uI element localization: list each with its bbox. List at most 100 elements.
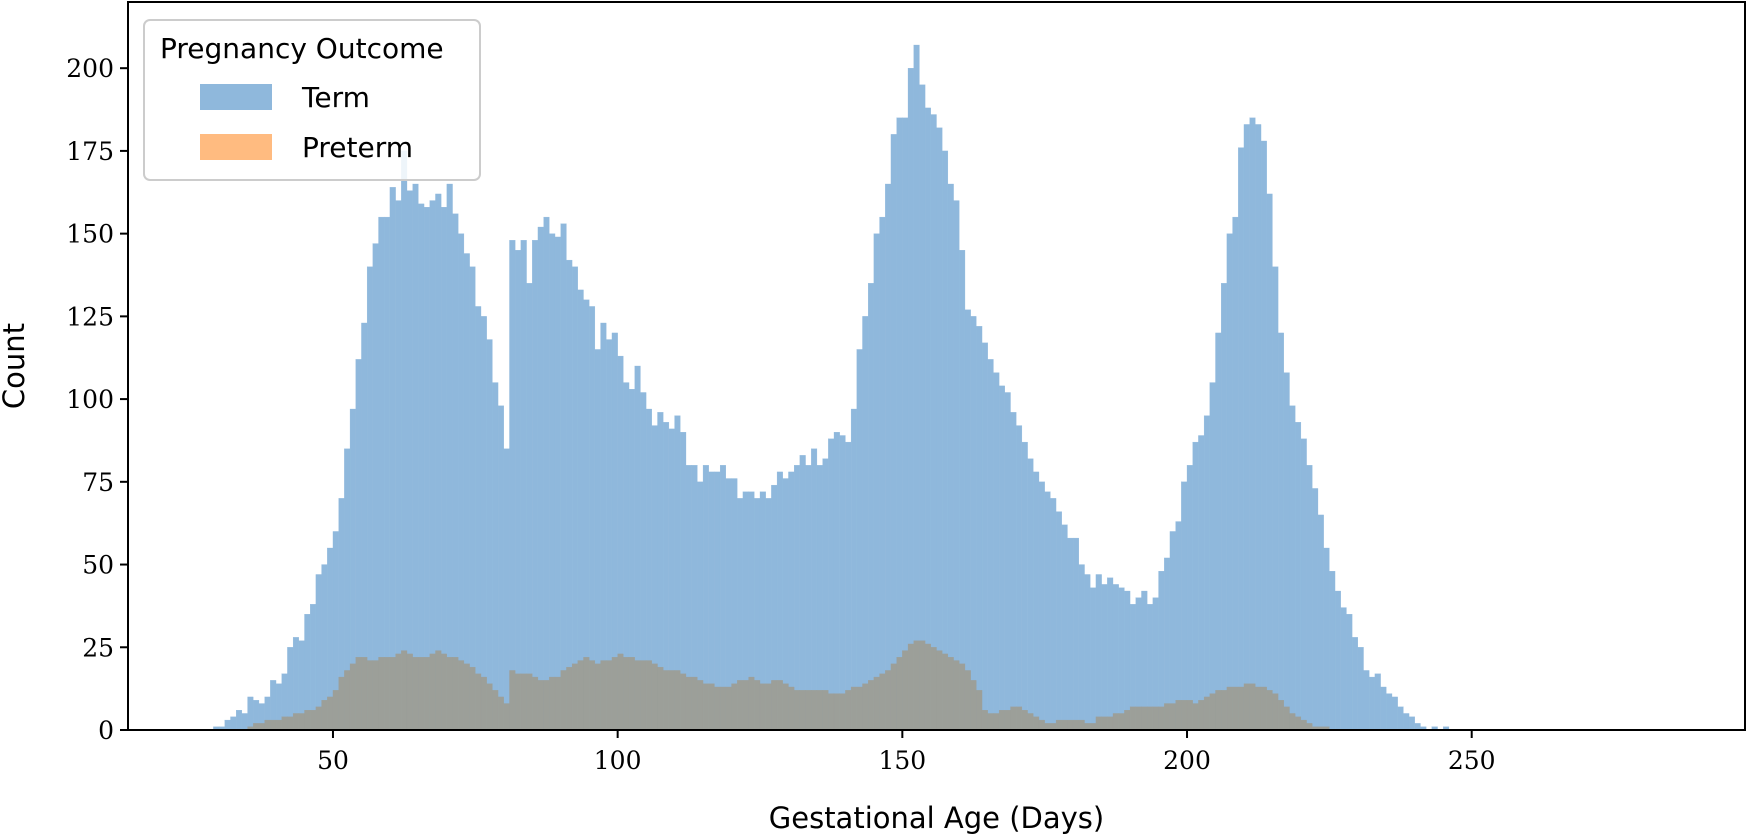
term-bar	[1118, 587, 1125, 731]
term-bar	[896, 117, 903, 731]
preterm-bar	[327, 696, 334, 731]
term-bar	[458, 233, 465, 731]
preterm-bar	[520, 673, 527, 731]
term-bar	[850, 408, 857, 731]
preterm-bar	[811, 690, 818, 731]
term-bar	[543, 216, 550, 731]
term-bar	[1283, 372, 1290, 731]
term-bar	[475, 306, 482, 731]
preterm-bar	[748, 676, 755, 731]
preterm-bar	[423, 657, 430, 731]
term-bar	[440, 207, 447, 731]
preterm-bar	[993, 713, 1000, 731]
term-bar	[868, 283, 875, 731]
preterm-bar	[440, 653, 447, 731]
term-bar	[1306, 465, 1313, 731]
preterm-bar	[839, 693, 846, 731]
term-series-bars	[213, 44, 1450, 731]
term-bar	[885, 183, 892, 731]
term-bar	[1107, 577, 1114, 731]
term-bar	[395, 200, 402, 731]
preterm-bar	[497, 696, 504, 731]
preterm-bar	[560, 670, 567, 731]
term-bar	[1016, 425, 1023, 731]
term-bar	[1112, 584, 1119, 731]
preterm-bar	[959, 663, 966, 731]
preterm-bar	[697, 680, 704, 731]
term-bar	[913, 44, 920, 731]
preterm-bar	[942, 653, 949, 731]
x-axis: 50 100 150 200 250	[317, 730, 1496, 775]
preterm-bar	[1078, 719, 1085, 731]
y-tick-label: 125	[66, 302, 114, 331]
preterm-bar	[645, 660, 652, 731]
preterm-bar	[571, 663, 578, 731]
preterm-bar	[964, 670, 971, 731]
preterm-bar	[714, 686, 721, 731]
preterm-bar	[776, 680, 783, 731]
term-bar	[1090, 587, 1097, 731]
preterm-bar	[1073, 719, 1079, 731]
term-bar	[953, 200, 960, 731]
preterm-bar	[987, 713, 994, 731]
term-bar	[247, 696, 254, 731]
preterm-bar	[344, 670, 351, 731]
preterm-bar	[833, 693, 840, 731]
preterm-bar	[947, 657, 954, 731]
preterm-bar	[868, 680, 875, 731]
preterm-bar	[611, 657, 618, 731]
term-bar	[378, 216, 385, 731]
term-bar	[1073, 537, 1079, 731]
preterm-bar	[463, 663, 470, 731]
term-bar	[389, 187, 396, 731]
term-bar	[890, 134, 897, 731]
term-bar	[998, 385, 1005, 731]
preterm-bar	[600, 660, 607, 731]
term-bar	[1038, 481, 1045, 731]
term-bar	[993, 372, 1000, 731]
preterm-bar	[953, 660, 960, 731]
term-bar	[1329, 571, 1336, 731]
term-bar	[839, 435, 846, 731]
preterm-bar	[725, 686, 732, 731]
preterm-bar	[742, 680, 749, 731]
term-bar	[964, 309, 971, 731]
term-bar	[1033, 471, 1040, 731]
preterm-bar	[617, 653, 624, 731]
x-tick-label: 200	[1163, 746, 1211, 775]
preterm-bar	[680, 673, 687, 731]
term-bar	[401, 150, 408, 731]
plot-area-frame	[127, 1, 1746, 731]
preterm-bar	[1004, 710, 1011, 731]
preterm-bar	[395, 653, 402, 731]
preterm-bar	[1243, 683, 1250, 731]
preterm-bar	[1152, 706, 1159, 731]
preterm-bar	[389, 657, 396, 731]
term-bar	[566, 259, 573, 731]
term-bar	[1334, 590, 1341, 731]
term-bar	[463, 253, 470, 731]
term-bar	[1323, 547, 1330, 731]
preterm-bar	[281, 716, 288, 731]
preterm-bar	[321, 700, 328, 731]
preterm-bar	[264, 719, 271, 731]
preterm-bar	[845, 690, 852, 731]
term-bar	[1004, 392, 1011, 731]
y-tick-label: 50	[82, 551, 114, 580]
term-bar	[1369, 676, 1376, 731]
term-bar	[987, 359, 994, 731]
preterm-bar	[930, 647, 937, 731]
term-bar	[1175, 521, 1182, 731]
preterm-bar	[885, 670, 892, 731]
overlap-bars	[247, 640, 1330, 731]
preterm-bar	[292, 713, 299, 731]
term-bar	[959, 250, 966, 731]
preterm-bar	[406, 653, 413, 731]
term-bar	[515, 250, 522, 731]
term-bar	[486, 339, 493, 731]
preterm-bar	[1027, 713, 1034, 731]
preterm-bar	[537, 680, 544, 731]
term-bar	[423, 207, 430, 731]
term-bar	[230, 716, 237, 731]
